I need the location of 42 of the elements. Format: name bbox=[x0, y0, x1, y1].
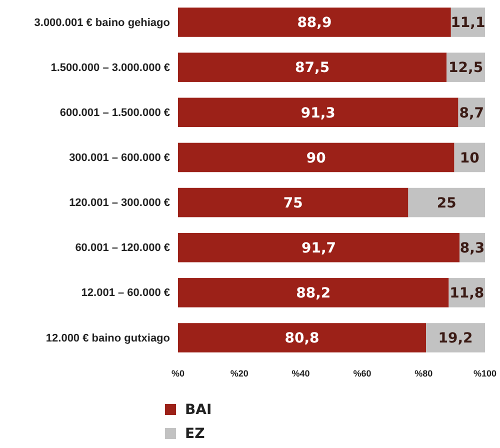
y-tick-label: 1.500.000 – 3.000.000 € bbox=[50, 62, 170, 74]
y-tick-label: 60.001 – 120.000 € bbox=[75, 242, 170, 254]
legend-label: BAI bbox=[185, 402, 212, 418]
bar bbox=[426, 323, 485, 352]
y-tick-label: 120.001 – 300.000 € bbox=[69, 197, 170, 210]
x-tick-label: %20 bbox=[230, 368, 248, 378]
bar bbox=[178, 142, 454, 172]
data-label: 91,7 bbox=[301, 240, 336, 257]
y-tick-label: 3.000.001 € baino gehiago bbox=[34, 16, 170, 29]
data-label: 91,3 bbox=[300, 105, 336, 122]
bar bbox=[178, 323, 426, 352]
data-label: 11,8 bbox=[450, 286, 484, 302]
data-label: 11,1 bbox=[450, 15, 486, 32]
y-tick-label: 12.000 € baino gutxiago bbox=[46, 332, 170, 344]
x-tick-label: %100 bbox=[473, 368, 497, 378]
data-label: 25 bbox=[436, 195, 456, 212]
data-label: 87,5 bbox=[295, 60, 330, 76]
y-tick-label: 300.001 – 600.000 € bbox=[69, 152, 170, 164]
y-tick-label: 12.001 – 60.000 € bbox=[81, 287, 170, 300]
bar bbox=[178, 188, 408, 218]
data-label: 88,2 bbox=[296, 286, 331, 302]
data-label: 12,5 bbox=[448, 60, 484, 76]
x-tick-label: %80 bbox=[414, 368, 433, 378]
y-tick-label: 600.001 – 1.500.000 € bbox=[60, 106, 170, 119]
data-label: 8,3 bbox=[460, 240, 485, 257]
x-tick-label: %40 bbox=[292, 368, 310, 378]
data-label: 90 bbox=[306, 150, 326, 166]
bar bbox=[178, 278, 449, 308]
data-label: 10 bbox=[460, 150, 480, 166]
bar bbox=[178, 98, 458, 128]
data-label: 8,7 bbox=[459, 105, 484, 122]
x-tick-label: %60 bbox=[353, 368, 372, 378]
bar bbox=[178, 52, 447, 82]
bar bbox=[408, 188, 485, 218]
data-label: 75 bbox=[283, 195, 303, 212]
data-label: 88,9 bbox=[297, 15, 332, 32]
legend-label: EZ bbox=[185, 426, 205, 442]
data-label: 19,2 bbox=[438, 330, 473, 347]
data-label: 80,8 bbox=[284, 330, 320, 347]
bar bbox=[178, 8, 451, 37]
bar bbox=[178, 232, 460, 262]
x-tick-label: %0 bbox=[171, 368, 185, 378]
